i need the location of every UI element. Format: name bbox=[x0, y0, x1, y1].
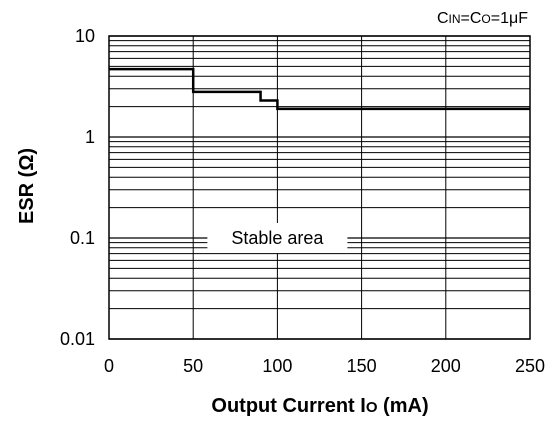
series-group bbox=[109, 67, 530, 111]
y-axis-title: ESR (Ω) bbox=[16, 148, 38, 224]
y-tick-label: 1 bbox=[85, 127, 95, 147]
y-tick-label: 0.01 bbox=[60, 329, 95, 349]
x-tick-label: 100 bbox=[262, 356, 292, 376]
x-tick-label: 200 bbox=[431, 356, 461, 376]
cond-sub-o: O bbox=[481, 12, 490, 26]
cond-c2: C bbox=[470, 10, 482, 27]
plot-background bbox=[109, 36, 530, 339]
x-tick-label: 0 bbox=[104, 356, 114, 376]
y-tick-label: 0.1 bbox=[70, 228, 95, 248]
x-axis-title-sub: O bbox=[366, 399, 378, 416]
x-axis-title-main: Output Current I bbox=[211, 395, 365, 417]
x-tick-label: 250 bbox=[515, 356, 545, 376]
y-tick-labels: 0.01 0.1 1 10 bbox=[60, 26, 95, 349]
stable-area-label: Stable area bbox=[231, 228, 324, 248]
stable-area-label-group: Stable area bbox=[207, 223, 348, 253]
x-axis-title-tail: (mA) bbox=[378, 395, 429, 417]
plot-frame bbox=[108, 35, 531, 340]
x-tick-label: 150 bbox=[347, 356, 377, 376]
cond-sub-in: IN bbox=[449, 12, 461, 26]
plot-border bbox=[108, 35, 531, 340]
cond-c1: C bbox=[437, 10, 449, 27]
esr-boundary-line bbox=[109, 67, 530, 111]
y-tick-label: 10 bbox=[75, 26, 95, 46]
x-tick-label: 50 bbox=[183, 356, 203, 376]
cond-rest: =1μF bbox=[491, 10, 528, 27]
stable-area-label-background bbox=[207, 223, 348, 253]
conditions-annotation: CIN=CO=1μF bbox=[437, 10, 528, 27]
x-axis-title: Output Current IO (mA) bbox=[211, 395, 428, 417]
x-tick-labels: 0 50 100 150 200 250 bbox=[104, 356, 545, 376]
cond-eq1: = bbox=[461, 10, 470, 27]
